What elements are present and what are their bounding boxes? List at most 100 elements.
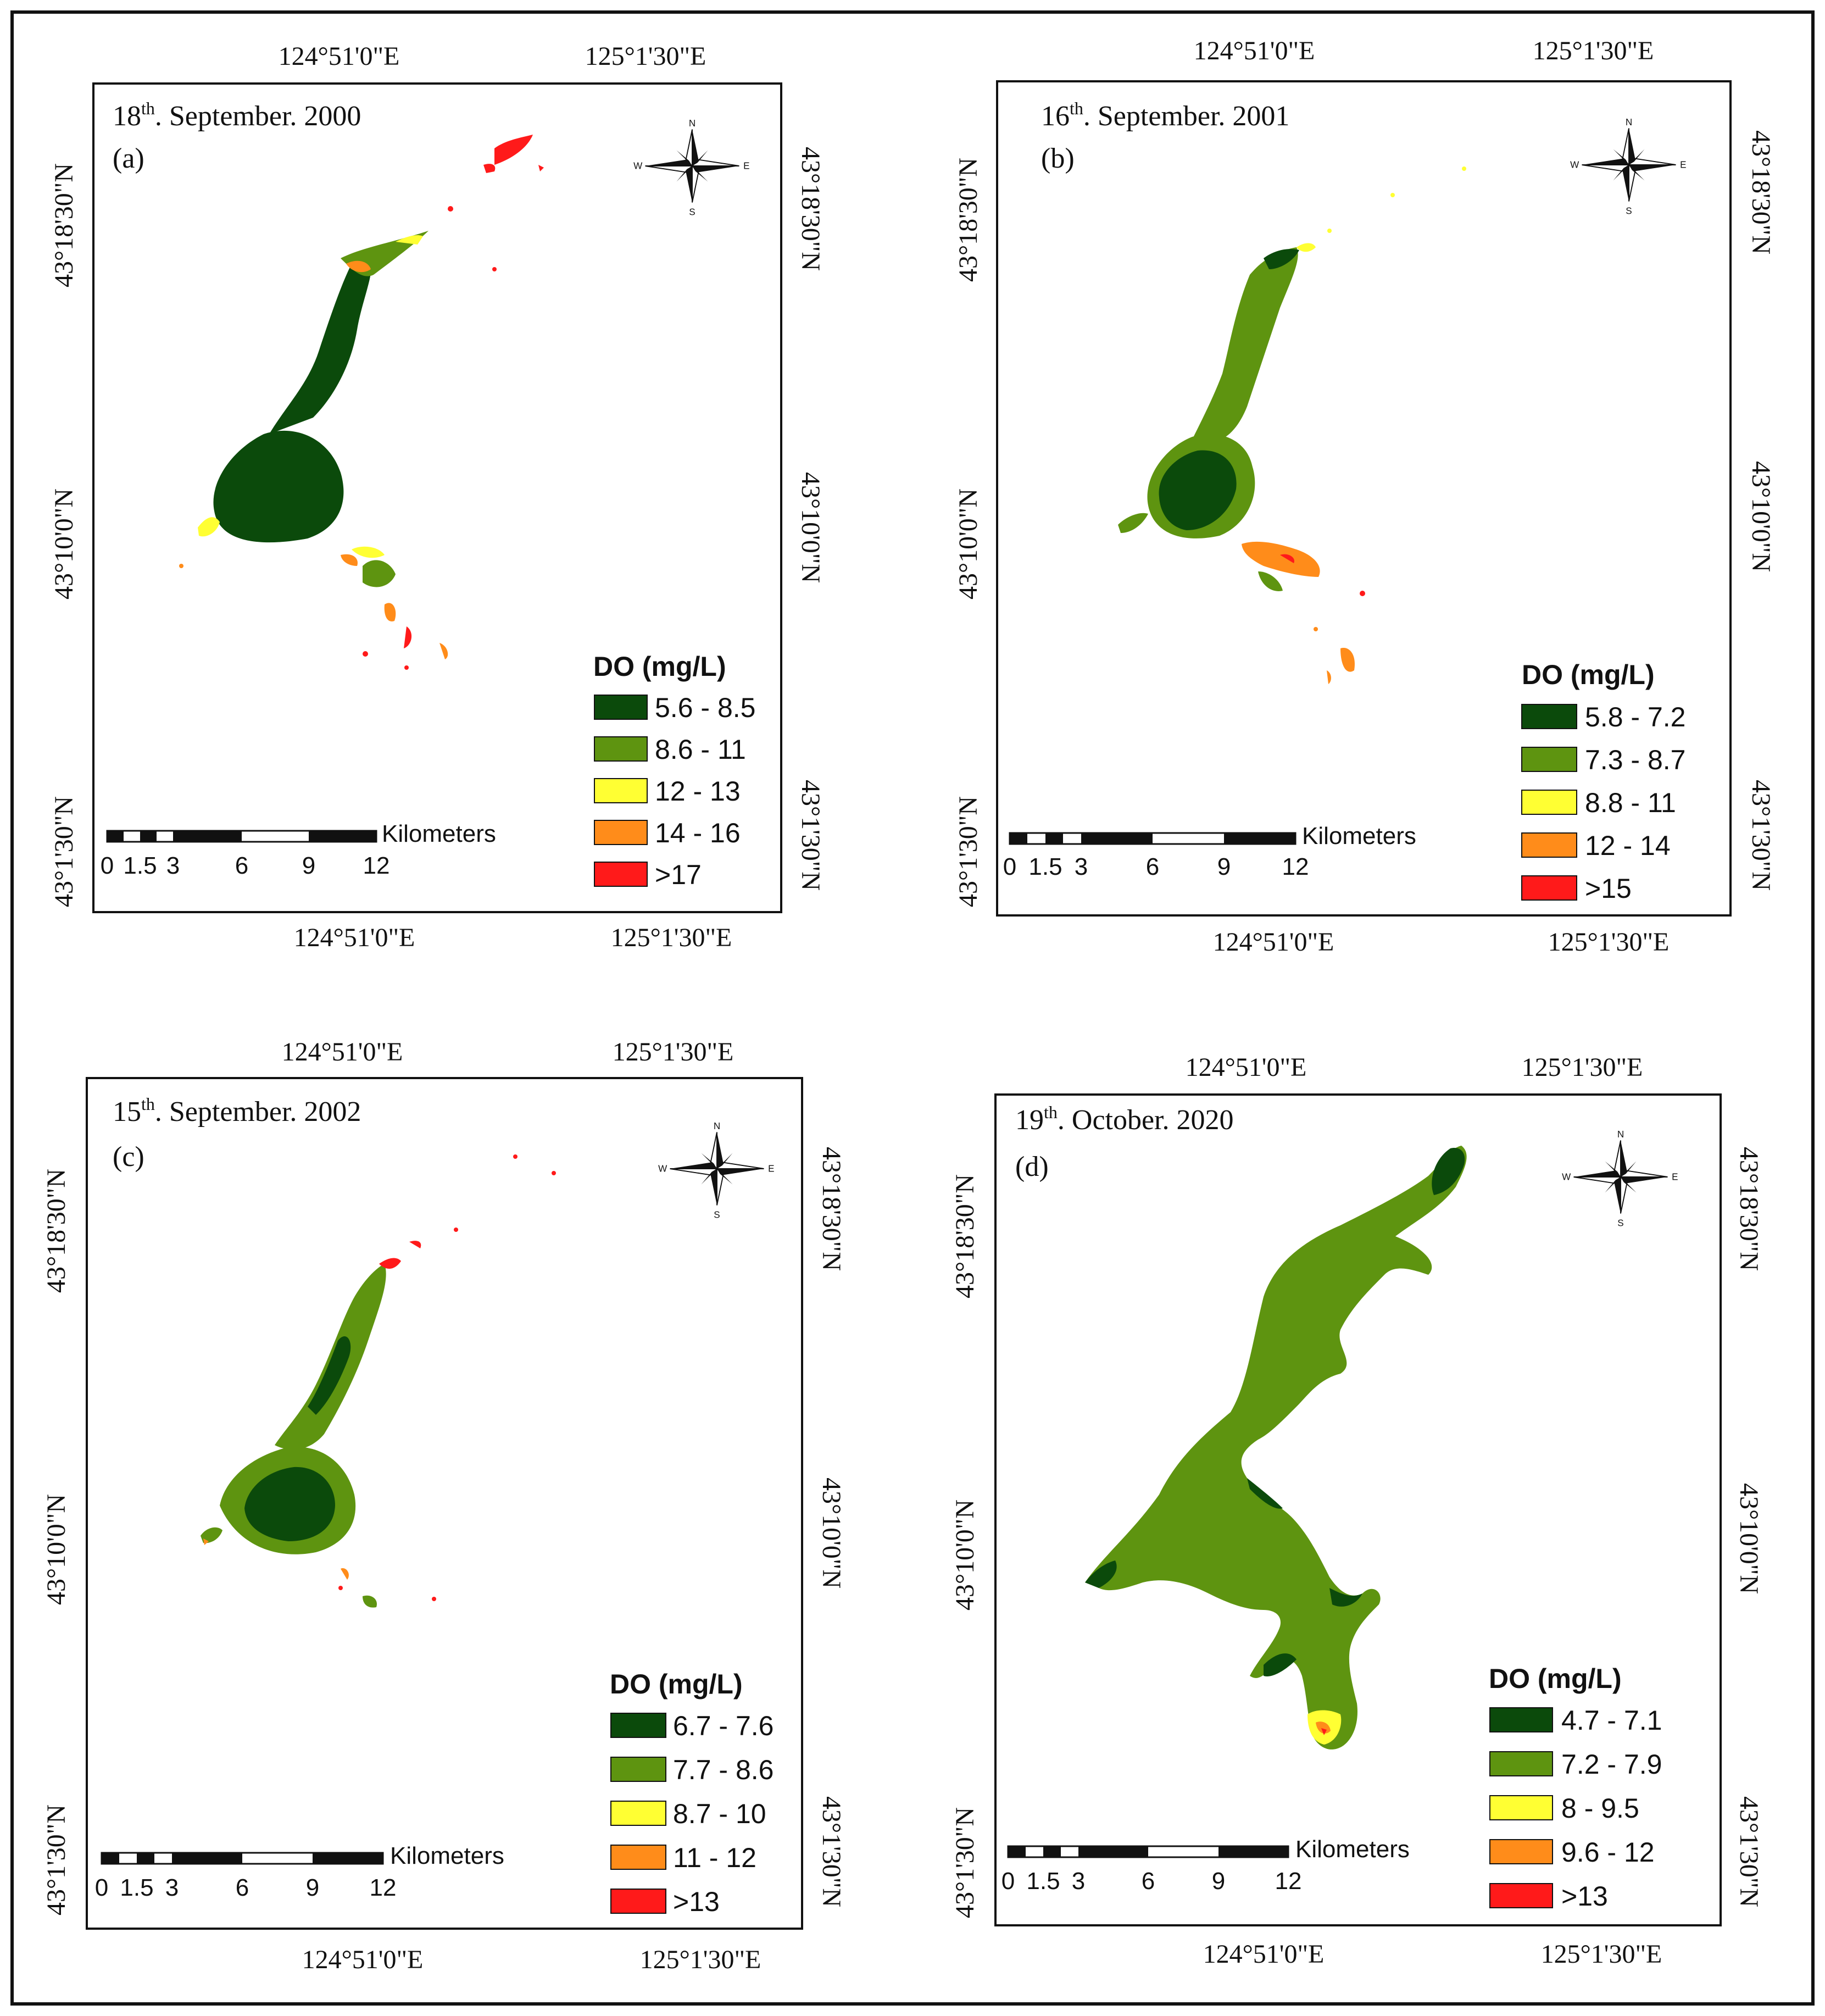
panel-title: 18th. September. 2000 bbox=[113, 98, 361, 132]
legend-label-4: 14 - 16 bbox=[655, 818, 741, 848]
lake-do-map bbox=[1085, 1146, 1467, 1750]
right-lat-label-2: 43°10'0"N bbox=[1734, 1483, 1763, 1594]
top-lon-label-1: 124°51'0"E bbox=[279, 42, 400, 71]
legend-label-1: 5.8 - 7.2 bbox=[1585, 702, 1685, 732]
svg-text:3: 3 bbox=[166, 852, 180, 879]
top-lon-label-2: 125°1'30"E bbox=[1533, 36, 1654, 65]
svg-text:6: 6 bbox=[235, 852, 248, 879]
svg-text:W: W bbox=[1570, 160, 1579, 170]
svg-text:N: N bbox=[1626, 117, 1632, 127]
left-lat-label-3: 43°1'30"N bbox=[954, 796, 983, 907]
right-lat-label-3: 43°1'30"N bbox=[1746, 780, 1776, 891]
top-lon-label-2: 125°1'30"E bbox=[613, 1037, 734, 1067]
map-frame bbox=[996, 80, 1732, 917]
legend-label-3: 8 - 9.5 bbox=[1561, 1793, 1639, 1824]
svg-text:N: N bbox=[689, 118, 695, 129]
legend-label-1: 4.7 - 7.1 bbox=[1561, 1705, 1662, 1736]
legend-swatch-3 bbox=[594, 778, 648, 803]
panel-a: 124°51'0"E 125°1'30"E 124°51'0"E 125°1'3… bbox=[49, 42, 825, 952]
legend-label-2: 7.7 - 8.6 bbox=[673, 1754, 774, 1785]
svg-text:1.5: 1.5 bbox=[1028, 853, 1062, 880]
legend-label-3: 8.8 - 11 bbox=[1585, 787, 1676, 818]
svg-text:9: 9 bbox=[306, 1874, 319, 1901]
scale-bar: Kilometers 0 1.5 3 6 9 12 bbox=[1001, 1836, 1410, 1895]
top-lon-label-2: 125°1'30"E bbox=[585, 42, 706, 71]
lake-do-map bbox=[201, 1154, 556, 1608]
legend-swatch-1 bbox=[1521, 704, 1577, 729]
bottom-lon-label-2: 125°1'30"E bbox=[611, 923, 732, 952]
bottom-lon-label-1: 124°51'0"E bbox=[302, 1945, 424, 1974]
legend-label-2: 8.6 - 11 bbox=[655, 734, 746, 765]
legend-swatch-3 bbox=[1521, 790, 1577, 815]
svg-text:3: 3 bbox=[1075, 853, 1088, 880]
svg-text:S: S bbox=[1617, 1218, 1623, 1228]
legend: DO (mg/L) 6.7 - 7.6 7.7 - 8.6 8.7 - 10 1… bbox=[610, 1669, 774, 1917]
right-lat-label-1: 43°18'30"N bbox=[1734, 1147, 1763, 1271]
legend-swatch-5 bbox=[594, 862, 648, 887]
svg-text:0: 0 bbox=[95, 1874, 108, 1901]
legend-swatch-4 bbox=[610, 1845, 666, 1870]
north-arrow-icon: N S E W bbox=[658, 1121, 774, 1220]
left-lat-label-3: 43°1'30"N bbox=[49, 796, 79, 907]
figure-border bbox=[10, 10, 1815, 2006]
left-lat-label-2: 43°10'0"N bbox=[42, 1494, 71, 1605]
svg-text:0: 0 bbox=[1003, 853, 1016, 880]
legend-label-3: 12 - 13 bbox=[655, 776, 741, 807]
svg-text:N: N bbox=[714, 1121, 720, 1131]
bottom-lon-label-1: 124°51'0"E bbox=[1213, 928, 1334, 957]
right-lat-label-3: 43°1'30"N bbox=[1734, 1796, 1763, 1907]
left-lat-label-3: 43°1'30"N bbox=[950, 1807, 980, 1918]
north-arrow-icon: N S E W bbox=[1570, 117, 1686, 216]
panel-letter: (a) bbox=[113, 143, 144, 174]
legend-label-2: 7.2 - 7.9 bbox=[1561, 1749, 1662, 1780]
legend-swatch-4 bbox=[1521, 832, 1577, 858]
legend-swatch-3 bbox=[1489, 1795, 1553, 1820]
svg-text:N: N bbox=[1617, 1129, 1624, 1140]
map-frame bbox=[92, 82, 782, 913]
svg-text:E: E bbox=[1672, 1172, 1678, 1182]
legend-swatch-2 bbox=[1489, 1751, 1553, 1776]
legend: DO (mg/L) 5.8 - 7.2 7.3 - 8.7 8.8 - 11 1… bbox=[1521, 659, 1685, 904]
panel-d: 124°51'0"E 125°1'30"E 124°51'0"E 125°1'3… bbox=[950, 1053, 1763, 1969]
left-lat-label-1: 43°18'30"N bbox=[49, 163, 79, 287]
bottom-lon-label-1: 124°51'0"E bbox=[1203, 1940, 1325, 1969]
legend-label-1: 6.7 - 7.6 bbox=[673, 1710, 774, 1741]
right-lat-label-1: 43°18'30"N bbox=[1746, 130, 1776, 254]
svg-text:6: 6 bbox=[236, 1874, 249, 1901]
legend-swatch-2 bbox=[1521, 747, 1577, 772]
left-lat-label-1: 43°18'30"N bbox=[42, 1169, 71, 1293]
right-lat-label-2: 43°10'0"N bbox=[1746, 461, 1776, 572]
left-lat-label-1: 43°18'30"N bbox=[954, 158, 983, 282]
legend-swatch-1 bbox=[594, 695, 648, 720]
scale-unit: Kilometers bbox=[1302, 823, 1416, 849]
legend-swatch-5 bbox=[1489, 1883, 1553, 1908]
legend-swatch-1 bbox=[610, 1713, 666, 1738]
svg-text:0: 0 bbox=[101, 852, 114, 879]
legend-swatch-1 bbox=[1489, 1707, 1553, 1732]
legend-label-5: >13 bbox=[1561, 1881, 1608, 1912]
svg-text:12: 12 bbox=[1275, 1868, 1302, 1895]
svg-text:3: 3 bbox=[165, 1874, 179, 1901]
svg-text:6: 6 bbox=[1146, 853, 1159, 880]
right-lat-label-2: 43°10'0"N bbox=[817, 1478, 846, 1589]
scale-unit: Kilometers bbox=[390, 1842, 504, 1869]
north-arrow-icon: N S E W bbox=[1562, 1129, 1678, 1229]
svg-text:9: 9 bbox=[302, 852, 315, 879]
svg-text:W: W bbox=[658, 1164, 667, 1174]
panel-title: 19th. October. 2020 bbox=[1015, 1102, 1234, 1136]
scale-unit: Kilometers bbox=[1295, 1836, 1410, 1863]
panel-b: 124°51'0"E 125°1'30"E 124°51'0"E 125°1'3… bbox=[954, 36, 1776, 957]
svg-text:0: 0 bbox=[1001, 1868, 1015, 1895]
svg-text:9: 9 bbox=[1217, 853, 1231, 880]
svg-text:1.5: 1.5 bbox=[123, 852, 157, 879]
svg-text:12: 12 bbox=[370, 1874, 397, 1901]
left-lat-label-3: 43°1'30"N bbox=[42, 1804, 71, 1915]
legend-label-4: 12 - 14 bbox=[1585, 830, 1671, 861]
left-lat-label-2: 43°10'0"N bbox=[49, 488, 79, 599]
svg-text:S: S bbox=[714, 1209, 720, 1220]
legend-swatch-4 bbox=[1489, 1839, 1553, 1864]
svg-text:S: S bbox=[689, 207, 695, 217]
right-lat-label-1: 43°18'30"N bbox=[817, 1147, 846, 1271]
panel-title: 16th. September. 2001 bbox=[1041, 98, 1289, 132]
